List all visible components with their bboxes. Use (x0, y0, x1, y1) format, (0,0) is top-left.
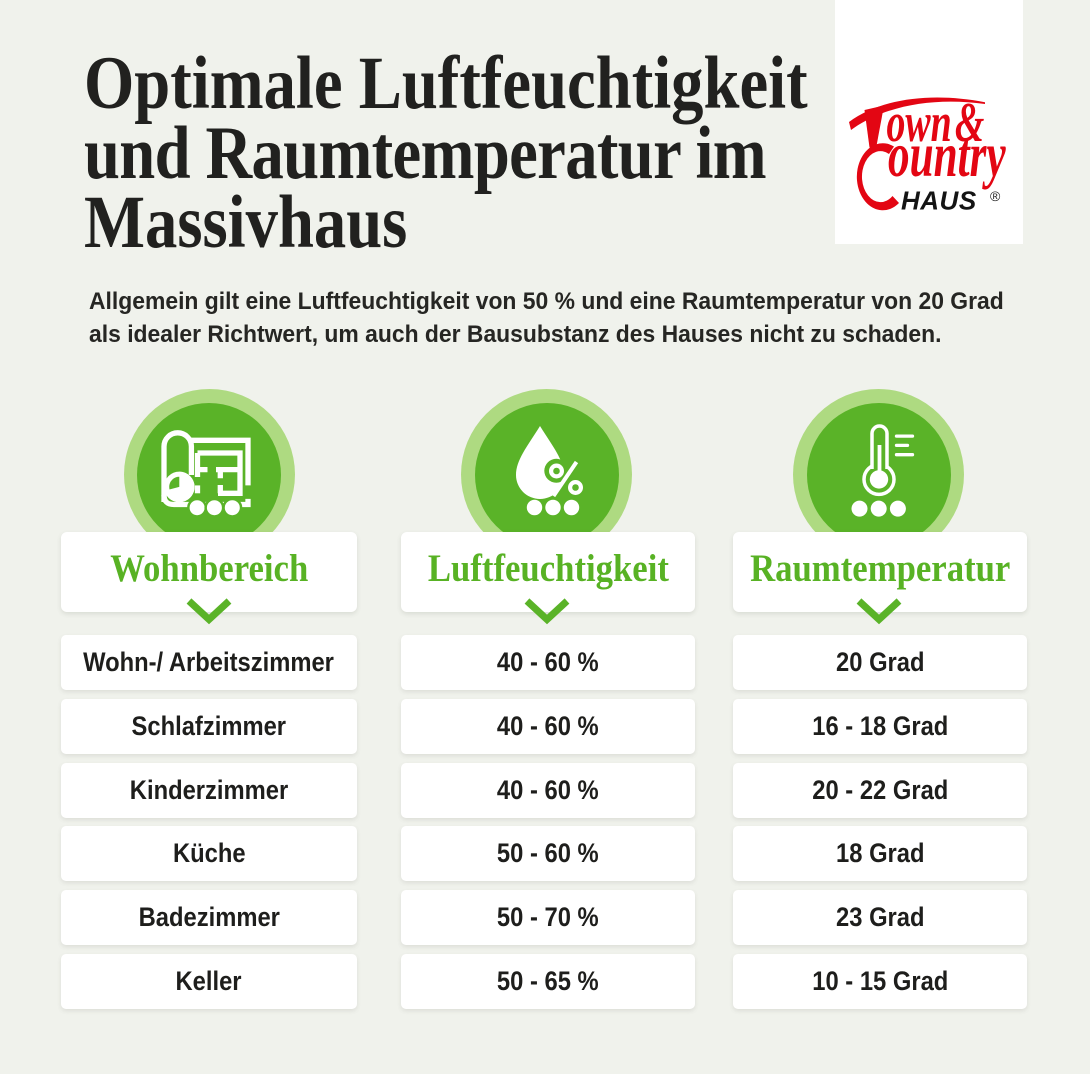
svg-text:HAUS: HAUS (901, 185, 977, 215)
svg-text:®: ® (990, 188, 1001, 204)
svg-text:own &: own & (887, 92, 985, 154)
svg-text:ountry: ountry (888, 120, 1006, 190)
